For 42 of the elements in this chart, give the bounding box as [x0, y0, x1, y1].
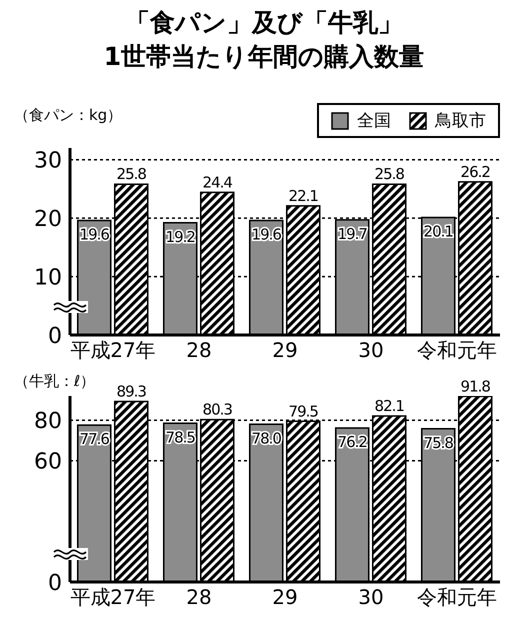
data-label: 77.6	[80, 430, 110, 448]
data-label: 79.5	[288, 402, 318, 420]
data-label: 19.7	[338, 224, 368, 243]
data-label: 75.8	[424, 434, 454, 452]
data-label: 26.2	[460, 162, 490, 181]
y-tick-label: 80	[34, 409, 62, 434]
data-label: 78.5	[166, 428, 196, 446]
y-tick-label: 0	[48, 570, 62, 596]
x-tick-label: 平成27年	[70, 338, 156, 362]
y-tick-label: 10	[34, 265, 62, 290]
y-tick-label: 60	[34, 450, 62, 475]
data-label: 19.6	[252, 225, 282, 244]
y-axis-title: （食パン：kg）	[14, 106, 122, 125]
chart-title: 「食パン」及び「牛乳」 1世帯当たり年間の購入数量	[102, 7, 426, 73]
data-label: 82.1	[374, 397, 404, 416]
data-label: 19.6	[80, 225, 110, 244]
data-label: 22.1	[288, 186, 318, 205]
data-label: 19.2	[166, 228, 196, 246]
y-tick-label: 30	[34, 148, 62, 174]
x-tick-label: 平成27年	[70, 585, 156, 610]
x-tick-label: 令和元年	[417, 338, 497, 362]
data-label: 78.0	[252, 429, 282, 448]
x-tick-label: 30	[358, 585, 384, 610]
x-tick-label: 令和元年	[417, 585, 497, 610]
y-axis-title: （牛乳：ℓ）	[14, 372, 96, 391]
x-tick-label: 28	[186, 338, 212, 362]
x-tick-label: 29	[272, 338, 298, 362]
legend-label: 全国	[357, 110, 391, 132]
x-tick-label: 29	[272, 585, 298, 610]
data-label: 80.3	[202, 400, 232, 419]
data-label: 25.8	[374, 165, 404, 184]
data-label: 24.4	[202, 173, 232, 192]
legend-label: 鳥取市	[435, 110, 486, 132]
data-label: 25.8	[116, 165, 146, 184]
y-tick-label: 20	[34, 206, 62, 232]
data-label: 91.8	[460, 377, 490, 396]
x-tick-label: 28	[186, 585, 212, 610]
x-tick-label: 30	[358, 338, 384, 362]
data-label: 76.2	[338, 432, 368, 451]
data-label: 89.3	[116, 382, 146, 400]
y-tick-label: 0	[48, 324, 62, 349]
data-label: 20.1	[424, 222, 454, 241]
